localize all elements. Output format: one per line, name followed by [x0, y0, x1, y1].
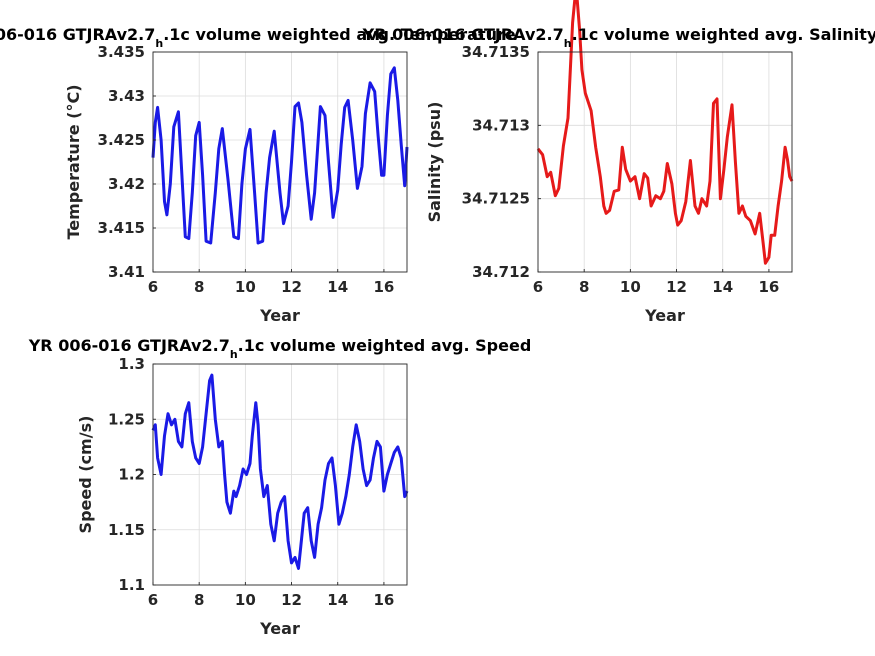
salinity-y-axis-label: Salinity (psu) [425, 102, 444, 223]
salinity-x-tick-label: 16 [758, 278, 779, 296]
salinity-x-tick-label: 10 [620, 278, 641, 296]
salinity-y-tick-label: 34.7125 [462, 190, 530, 208]
speed-series-line [151, 373, 409, 570]
speed-y-axis-label: Speed (cm/s) [76, 416, 95, 534]
speed-y-tick-label: 1.3 [118, 355, 145, 373]
salinity-series-line [536, 0, 794, 265]
temperature-chart: 6 8 10 12 14 16 3.41 3.415 3.42 3.425 3.43 3.435 Yea… [0, 25, 516, 325]
speed-x-tick-label: 8 [194, 591, 204, 609]
speed-x-tick-label: 14 [327, 591, 348, 609]
speed-y-tick-label: 1.2 [118, 466, 145, 484]
salinity-y-tick-label: 34.712 [472, 263, 530, 281]
temperature-y-tick-label: 3.425 [98, 131, 145, 149]
temperature-y-tick-label: 3.435 [98, 43, 145, 61]
speed-y-tick-label: 1.25 [108, 410, 145, 428]
speed-y-tick-label: 1.15 [108, 521, 145, 539]
salinity-x-tick-label: 6 [533, 278, 543, 296]
speed-x-tick-label: 12 [281, 591, 302, 609]
temperature-x-tick-label: 16 [373, 278, 394, 296]
speed-chart-title: YR 006-016 GTJRAv2.7h.1c volume weighted… [28, 336, 532, 361]
temperature-x-tick-label: 12 [281, 278, 302, 296]
temperature-x-axis-label: Year [259, 306, 300, 325]
temperature-x-tick-label: 14 [327, 278, 348, 296]
salinity-axes-box [537, 51, 793, 273]
speed-y-tick-label: 1.1 [118, 576, 145, 594]
speed-x-tick-label: 6 [148, 591, 158, 609]
salinity-chart-title: YR 006-016 GTJRAv2.7h.1c volume weighted… [362, 25, 875, 50]
temperature-y-tick-label: 3.43 [108, 87, 145, 105]
temperature-y-tick-label: 3.41 [108, 263, 145, 281]
temperature-y-tick-label: 3.42 [108, 175, 145, 193]
temperature-x-tick-label: 6 [148, 278, 158, 296]
temperature-axes-box [152, 51, 408, 273]
temperature-y-axis-label: Temperature (°C) [64, 84, 83, 239]
salinity-x-tick-label: 12 [666, 278, 687, 296]
temperature-y-tick-label: 3.415 [98, 219, 145, 237]
salinity-x-tick-label: 8 [579, 278, 589, 296]
temperature-chart-title: YR 006-016 GTJRAv2.7h.1c volume weighted… [0, 25, 516, 50]
salinity-x-tick-label: 14 [712, 278, 733, 296]
speed-chart: 6 8 10 12 14 16 1.1 1.15 1.2 1.25 1.3 Year Speed (cm… [28, 336, 532, 638]
salinity-x-axis-label: Year [644, 306, 685, 325]
speed-x-tick-label: 16 [373, 591, 394, 609]
speed-x-axis-label: Year [259, 619, 300, 638]
temperature-x-tick-label: 10 [235, 278, 256, 296]
salinity-chart: 6 8 10 12 14 16 34.712 34.7125 34.713 34.7135 Year… [362, 0, 875, 325]
temperature-series-line [151, 66, 409, 245]
salinity-y-tick-label: 34.7135 [462, 43, 530, 61]
salinity-y-tick-label: 34.713 [472, 116, 530, 134]
temperature-x-tick-label: 8 [194, 278, 204, 296]
speed-x-tick-label: 10 [235, 591, 256, 609]
